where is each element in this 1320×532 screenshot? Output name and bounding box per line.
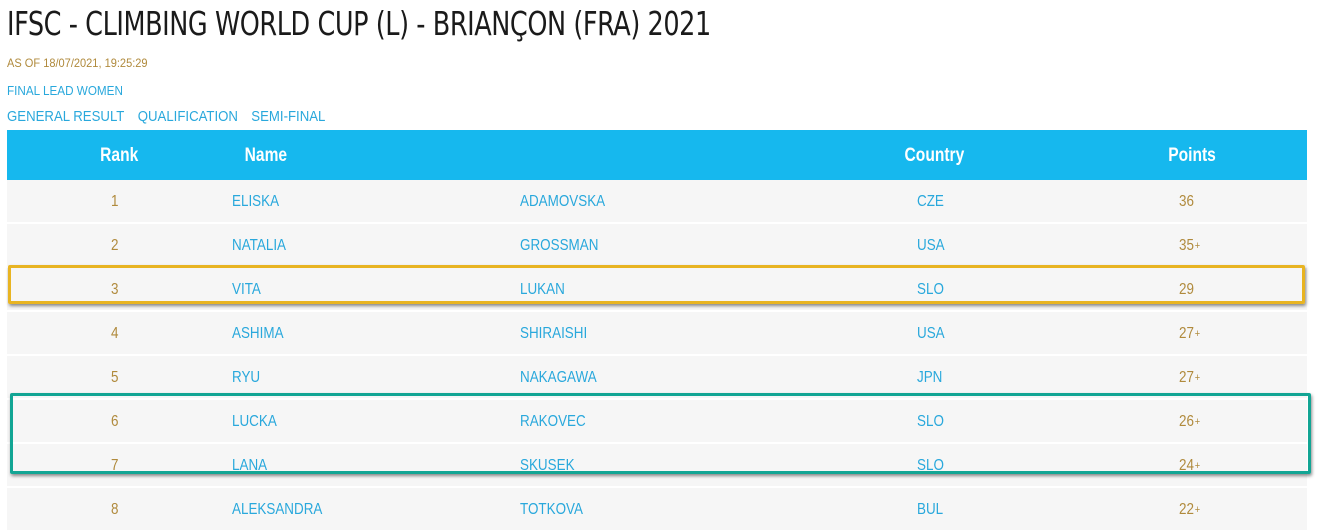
athlete-last-name[interactable]: GROSSMAN	[520, 237, 599, 254]
event-name: FINAL LEAD WOMEN	[7, 83, 123, 98]
table-row: 3 VITA LUKAN SLO 29	[7, 266, 1307, 310]
header-country: Country	[904, 145, 965, 166]
points-value: 27	[1179, 325, 1194, 342]
points-plus-mark: +	[1194, 416, 1201, 428]
table-row: 2 NATALIA GROSSMAN USA 35+	[7, 222, 1307, 266]
athlete-first-name[interactable]: ALEKSANDRA	[232, 501, 323, 518]
country-cell[interactable]: JPN	[917, 369, 943, 386]
rank-cell: 5	[111, 369, 119, 386]
points-cell: 36	[1179, 180, 1195, 222]
points-cell: 35+	[1179, 224, 1200, 266]
points-value: 27	[1179, 369, 1194, 386]
athlete-first-name[interactable]: LUCKA	[232, 413, 277, 430]
rank-cell: 8	[111, 501, 119, 518]
timestamp: AS OF 18/07/2021, 19:25:29	[7, 56, 148, 70]
athlete-first-name[interactable]: RYU	[232, 369, 261, 386]
table-row: 4 ASHIMA SHIRAISHI USA 27+	[7, 310, 1307, 354]
points-plus-mark: +	[1194, 460, 1201, 472]
points-value: 22	[1179, 501, 1194, 518]
rank-cell: 4	[111, 325, 119, 342]
points-value: 35	[1179, 237, 1194, 254]
points-cell: 26+	[1179, 400, 1200, 442]
athlete-first-name[interactable]: LANA	[232, 457, 268, 474]
points-value: 24	[1179, 457, 1194, 474]
athlete-last-name[interactable]: RAKOVEC	[520, 413, 586, 430]
athlete-first-name[interactable]: NATALIA	[232, 237, 287, 254]
points-value: 29	[1179, 281, 1194, 298]
points-plus-mark: +	[1194, 504, 1201, 516]
points-cell: 27+	[1179, 356, 1200, 398]
country-cell[interactable]: USA	[917, 325, 945, 342]
result-nav: GENERAL RESULT QUALIFICATION SEMI-FINAL	[7, 108, 335, 125]
athlete-last-name[interactable]: ADAMOVSKA	[520, 193, 606, 210]
points-value: 26	[1179, 413, 1194, 430]
results-table: Rank Name Country Points 1 ELISKA ADAMOVSK…	[7, 130, 1307, 530]
athlete-last-name[interactable]: SKUSEK	[520, 457, 575, 474]
points-cell: 27+	[1179, 312, 1200, 354]
header-name: Name	[244, 145, 288, 166]
header-points: Points	[1168, 145, 1216, 166]
table-row: 1 ELISKA ADAMOVSKA CZE 36	[7, 180, 1307, 222]
country-cell[interactable]: SLO	[917, 413, 944, 430]
athlete-last-name[interactable]: TOTKOVA	[520, 501, 583, 518]
rank-cell: 3	[111, 281, 119, 298]
rank-cell: 1	[111, 193, 119, 210]
points-plus-mark: +	[1194, 372, 1201, 384]
points-plus-mark: +	[1194, 328, 1201, 340]
rank-cell: 6	[111, 413, 119, 430]
link-general-result[interactable]: GENERAL RESULT	[7, 108, 125, 125]
points-cell: 24+	[1179, 444, 1200, 486]
table-row: 8 ALEKSANDRA TOTKOVA BUL 22+	[7, 486, 1307, 530]
rank-cell: 7	[111, 457, 119, 474]
athlete-first-name[interactable]: ELISKA	[232, 193, 280, 210]
table-row: 7 LANA SKUSEK SLO 24+	[7, 442, 1307, 486]
page-title: IFSC - CLIMBING WORLD CUP (L) - BRIANÇON…	[7, 4, 711, 43]
athlete-first-name[interactable]: VITA	[232, 281, 261, 298]
country-cell[interactable]: SLO	[917, 457, 944, 474]
link-qualification[interactable]: QUALIFICATION	[137, 108, 238, 125]
table-row: 6 LUCKA RAKOVEC SLO 26+	[7, 398, 1307, 442]
country-cell[interactable]: SLO	[917, 281, 944, 298]
header-rank: Rank	[100, 145, 139, 166]
athlete-first-name[interactable]: ASHIMA	[232, 325, 284, 342]
table-header: Rank Name Country Points	[7, 130, 1307, 180]
points-cell: 22+	[1179, 488, 1200, 530]
athlete-last-name[interactable]: NAKAGAWA	[520, 369, 597, 386]
table-row: 5 RYU NAKAGAWA JPN 27+	[7, 354, 1307, 398]
rank-cell: 2	[111, 237, 119, 254]
table-body: 1 ELISKA ADAMOVSKA CZE 36 2 NATALIA GROSSMAN USA…	[7, 180, 1307, 530]
athlete-last-name[interactable]: LUKAN	[520, 281, 565, 298]
points-cell: 29	[1179, 268, 1195, 310]
points-value: 36	[1179, 193, 1194, 210]
athlete-last-name[interactable]: SHIRAISHI	[520, 325, 588, 342]
country-cell[interactable]: USA	[917, 237, 945, 254]
link-semi-final[interactable]: SEMI-FINAL	[251, 108, 326, 125]
points-plus-mark: +	[1194, 240, 1201, 252]
country-cell[interactable]: BUL	[917, 501, 944, 518]
country-cell[interactable]: CZE	[917, 193, 944, 210]
